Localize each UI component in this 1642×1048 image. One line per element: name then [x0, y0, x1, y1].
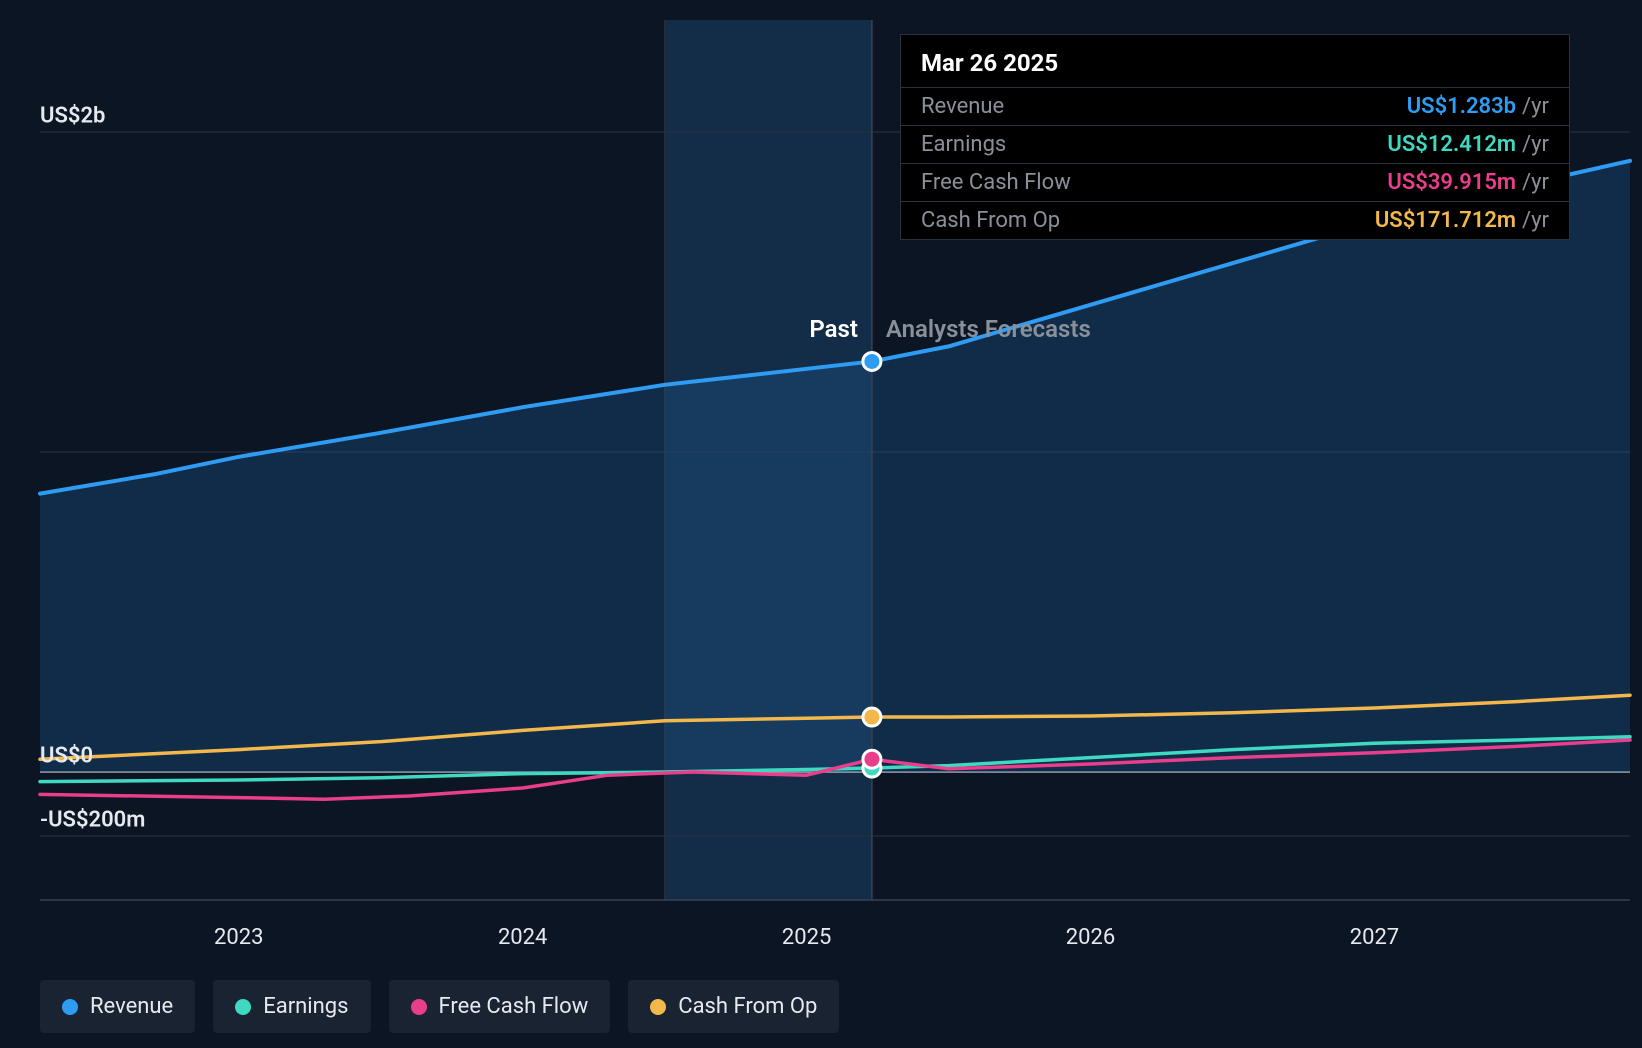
- legend-dot-icon: [62, 999, 78, 1015]
- financials-chart: Past Analysts Forecasts Mar 26 2025 Reve…: [0, 0, 1642, 1048]
- legend-dot-icon: [411, 999, 427, 1015]
- tooltip-row-value: US$12.412m/yr: [1387, 132, 1549, 157]
- split-label-past: Past: [809, 315, 858, 343]
- split-label-forecast: Analysts Forecasts: [886, 315, 1091, 343]
- tooltip-row-unit: /yr: [1522, 132, 1549, 157]
- tooltip-row-label: Revenue: [921, 94, 1004, 119]
- tooltip-row-unit: /yr: [1522, 94, 1549, 119]
- y-axis-label: US$0: [40, 744, 93, 769]
- tooltip-row: Cash From Op US$171.712m/yr: [901, 201, 1569, 239]
- tooltip-row: Revenue US$1.283b/yr: [901, 87, 1569, 125]
- hover-marker-free_cash_flow: [863, 750, 881, 768]
- legend-item-revenue[interactable]: Revenue: [40, 980, 195, 1033]
- x-axis-label: 2024: [498, 925, 547, 950]
- x-axis-label: 2023: [214, 925, 263, 950]
- x-axis-label: 2027: [1350, 925, 1399, 950]
- hover-marker-revenue: [863, 352, 881, 370]
- tooltip-row-value: US$1.283b/yr: [1407, 94, 1549, 119]
- legend-dot-icon: [650, 999, 666, 1015]
- legend-item-label: Cash From Op: [678, 994, 817, 1019]
- tooltip-row-value: US$171.712m/yr: [1375, 208, 1549, 233]
- tooltip-row-label: Free Cash Flow: [921, 170, 1071, 195]
- x-axis-label: 2026: [1066, 925, 1115, 950]
- x-axis-label: 2025: [782, 925, 831, 950]
- tooltip-date: Mar 26 2025: [901, 35, 1569, 87]
- legend-item-label: Revenue: [90, 994, 173, 1019]
- legend-dot-icon: [235, 999, 251, 1015]
- hover-marker-cash_from_op: [863, 708, 881, 726]
- tooltip-row-unit: /yr: [1522, 170, 1549, 195]
- legend-item-label: Earnings: [263, 994, 348, 1019]
- hover-tooltip: Mar 26 2025 Revenue US$1.283b/yr Earnings U…: [900, 34, 1570, 240]
- legend-item-cash_from_op[interactable]: Cash From Op: [628, 980, 839, 1033]
- legend-item-earnings[interactable]: Earnings: [213, 980, 370, 1033]
- y-axis-label: -US$200m: [40, 808, 145, 833]
- tooltip-row-value: US$39.915m/yr: [1387, 170, 1549, 195]
- tooltip-row-label: Earnings: [921, 132, 1006, 157]
- tooltip-row: Earnings US$12.412m/yr: [901, 125, 1569, 163]
- tooltip-row-unit: /yr: [1522, 208, 1549, 233]
- tooltip-row-label: Cash From Op: [921, 208, 1060, 233]
- legend-item-label: Free Cash Flow: [439, 994, 589, 1019]
- legend-item-free_cash_flow[interactable]: Free Cash Flow: [389, 980, 611, 1033]
- y-axis-label: US$2b: [40, 104, 105, 129]
- legend: Revenue Earnings Free Cash Flow Cash From O…: [40, 980, 839, 1033]
- tooltip-row: Free Cash Flow US$39.915m/yr: [901, 163, 1569, 201]
